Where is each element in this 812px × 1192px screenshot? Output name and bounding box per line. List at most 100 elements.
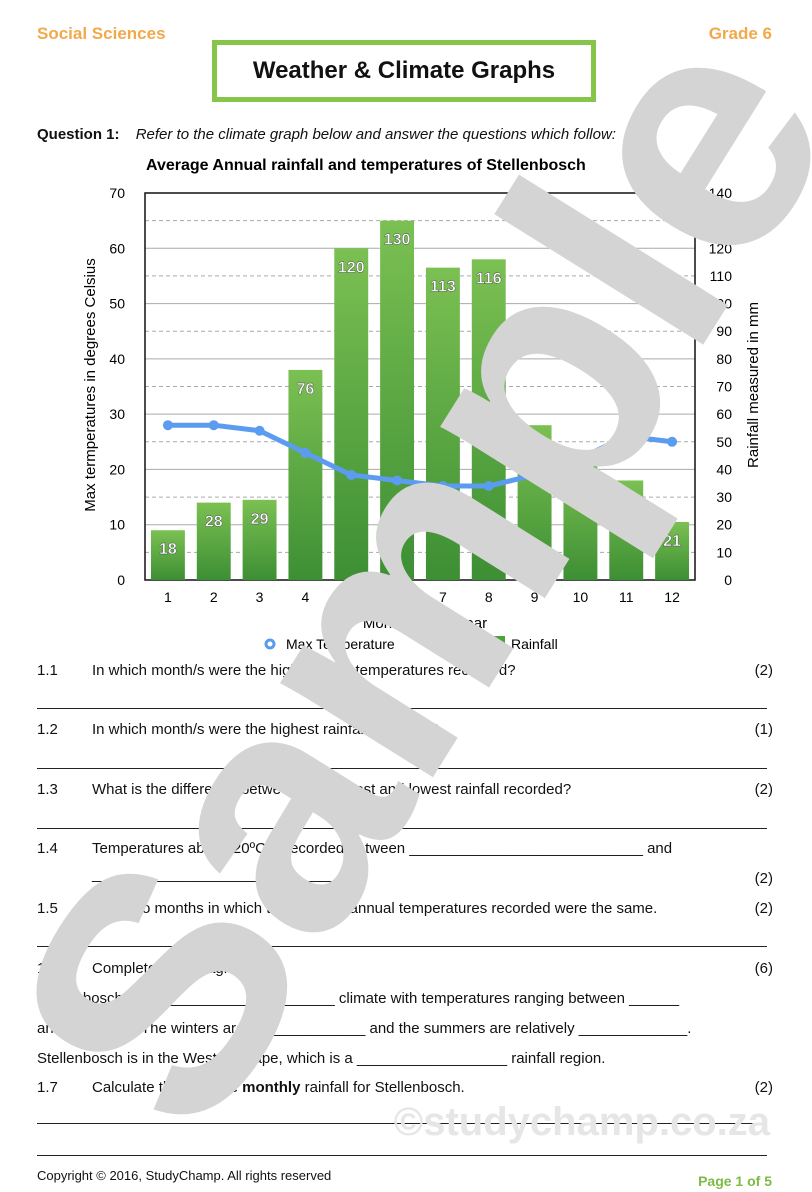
y-right-tick-label: 130 <box>709 213 733 229</box>
question-text: Complete the paragraph: <box>92 960 258 977</box>
x-tick-label: 11 <box>619 589 634 605</box>
chart-title: Average Annual rainfall and temperatures… <box>146 157 586 174</box>
question-number: 1.4 <box>37 840 58 857</box>
chart-grid <box>144 192 696 581</box>
y-right-tick-label: 0 <box>724 572 732 588</box>
question-text: In which month/s were the highest rainfa… <box>92 721 439 738</box>
x-tick-label: 12 <box>664 589 680 605</box>
question-marks: (2) <box>754 662 773 679</box>
temperature-point <box>208 420 219 431</box>
question-marks: (1) <box>754 721 773 738</box>
legend-rainfall-swatch <box>494 636 505 650</box>
y-right-tick-label: 70 <box>716 379 732 395</box>
rainfall-bar <box>334 248 369 580</box>
temperature-point <box>300 447 311 458</box>
question-row: 1.2 In which month/s were the highest rai… <box>37 721 773 741</box>
y-right-tick-label: 110 <box>710 268 733 284</box>
copyright: Copyright © 2016, StudyChamp. All rights… <box>37 1168 332 1183</box>
rainfall-bar <box>380 220 415 580</box>
grade-label: Grade 6 <box>708 24 772 43</box>
rainfall-bar <box>655 521 690 580</box>
y-left-tick-label: 60 <box>109 240 125 256</box>
paragraph-line: Stellenbosch has a ____________________ … <box>37 990 680 1007</box>
rainfall-data-label: 21 <box>663 533 681 550</box>
temperature-point <box>575 453 586 464</box>
temperature-point <box>437 481 448 492</box>
y-left-tick-label: 0 <box>117 572 125 588</box>
y-right-tick-label: 40 <box>716 461 732 477</box>
x-tick-label: 6 <box>393 589 401 605</box>
answer-line <box>37 708 767 709</box>
rainfall-bar <box>288 369 323 580</box>
answer-line <box>37 768 767 769</box>
rainfall-data-label: 36 <box>617 491 635 508</box>
rainfall-bar <box>425 267 460 580</box>
question-1-text: Refer to the climate graph below and ans… <box>135 126 616 143</box>
question-row: 1.5 Give two months in which the average … <box>37 900 773 920</box>
rainfall-data-label: 76 <box>297 381 315 398</box>
question-1-instruction: Question 1: Refer to the climate graph b… <box>37 126 616 143</box>
y-right-tick-label: 140 <box>709 185 733 201</box>
question-row: 1.6 Complete the paragraph: (6) <box>37 960 773 980</box>
question-number: 1.5 <box>37 900 58 917</box>
axis-ticks: 0102030405060700102030405060708090100110… <box>109 185 732 605</box>
y-right-tick-label: 30 <box>716 489 732 505</box>
rainfall-data-label: 29 <box>251 511 269 528</box>
rainfall-data-label: 28 <box>205 514 223 531</box>
temperature-point <box>346 469 357 480</box>
page-number: Page 1 of 5 <box>698 1173 772 1189</box>
question-text: What is the difference between the highe… <box>92 781 572 798</box>
temperature-point <box>254 425 265 436</box>
paragraph-line: and ________. The winters are __________… <box>37 1020 692 1037</box>
question-1-label: Question 1: <box>37 126 120 143</box>
paragraph-line: Stellenbosch is in the Western Cape, whi… <box>37 1050 606 1067</box>
temperature-line-path <box>167 422 673 489</box>
question-number: 1.6 <box>37 960 58 977</box>
question-number: 1.2 <box>37 721 58 738</box>
question-text: Calculate the average monthly rainfall f… <box>92 1079 465 1096</box>
question-text: Give two months in which the average ann… <box>92 900 658 917</box>
y-left-tick-label: 20 <box>109 461 125 477</box>
y-left-tick-label: 50 <box>109 296 125 312</box>
y-right-tick-label: 20 <box>716 517 732 533</box>
question-marks: (2) <box>754 781 773 798</box>
question-row: 1.3 What is the difference between the hi… <box>37 781 773 801</box>
temperature-point <box>483 481 494 492</box>
y-left-tick-label: 10 <box>109 517 125 533</box>
legend-temperature-marker <box>264 638 276 650</box>
answer-line <box>37 1155 767 1156</box>
y-axis-left-label: Max termperatures in degrees Celsius <box>82 258 99 511</box>
plot-frame <box>144 192 696 581</box>
rainfall-data-label: 56 <box>526 436 544 453</box>
y-left-tick-label: 70 <box>109 185 125 201</box>
temperature-point <box>621 431 632 442</box>
question-marks: (6) <box>754 960 773 977</box>
temperature-point <box>162 420 173 431</box>
legend-temperature-label: Max Temperature <box>286 636 395 652</box>
question-marks: (2) <box>754 1079 773 1096</box>
rainfall-data-label: 130 <box>384 232 411 249</box>
y-right-tick-label: 60 <box>716 406 732 422</box>
rainfall-bars: 18 28 29 76 120 130 113 116 56 42 36 21 <box>150 220 690 580</box>
x-tick-label: 5 <box>347 589 355 605</box>
answer-line <box>37 946 767 947</box>
rainfall-bar <box>563 463 598 580</box>
question-row: 1.7 Calculate the average monthly rainfal… <box>37 1079 773 1099</box>
x-tick-label: 10 <box>573 589 589 605</box>
answer-line <box>37 1123 767 1124</box>
rainfall-data-label: 120 <box>338 259 365 276</box>
temperature-point <box>529 469 540 480</box>
legend-rainfall-label: Rainfall <box>511 636 558 652</box>
x-tick-label: 2 <box>210 589 218 605</box>
rainfall-data-label: 113 <box>430 279 456 296</box>
subject-label: Social Sciences <box>37 24 166 43</box>
rainfall-bar <box>150 530 185 580</box>
rainfall-data-label: 18 <box>159 541 177 558</box>
rainfall-bar <box>196 502 231 580</box>
y-right-tick-label: 90 <box>716 323 732 339</box>
rainfall-bar <box>242 499 277 580</box>
question-marks: (2) <box>754 870 773 887</box>
y-left-tick-label: 40 <box>109 351 125 367</box>
climate-chart: Average Annual rainfall and temperatures… <box>82 157 762 652</box>
answer-blank[interactable]: ______________________________ <box>92 866 343 883</box>
